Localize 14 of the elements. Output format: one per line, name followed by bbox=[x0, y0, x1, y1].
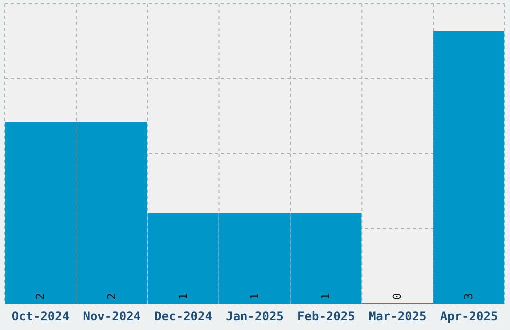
x-tick-label: Nov-2024 bbox=[83, 310, 142, 324]
data-label: 0 bbox=[391, 293, 404, 300]
data-label: 3 bbox=[462, 293, 476, 300]
x-tick-label: Jan-2025 bbox=[226, 310, 284, 324]
x-tick-label: Mar-2025 bbox=[368, 310, 427, 324]
x-tick-label: Oct-2024 bbox=[12, 310, 70, 324]
x-tick-label: Feb-2025 bbox=[298, 310, 356, 324]
x-tick-label: Apr-2025 bbox=[440, 310, 498, 324]
data-label: 2 bbox=[34, 293, 47, 300]
data-label: 1 bbox=[248, 293, 262, 300]
data-label: 1 bbox=[320, 293, 333, 300]
data-label: 1 bbox=[176, 293, 190, 300]
data-label: 2 bbox=[105, 293, 118, 300]
x-tick-label: Dec-2024 bbox=[154, 310, 212, 324]
